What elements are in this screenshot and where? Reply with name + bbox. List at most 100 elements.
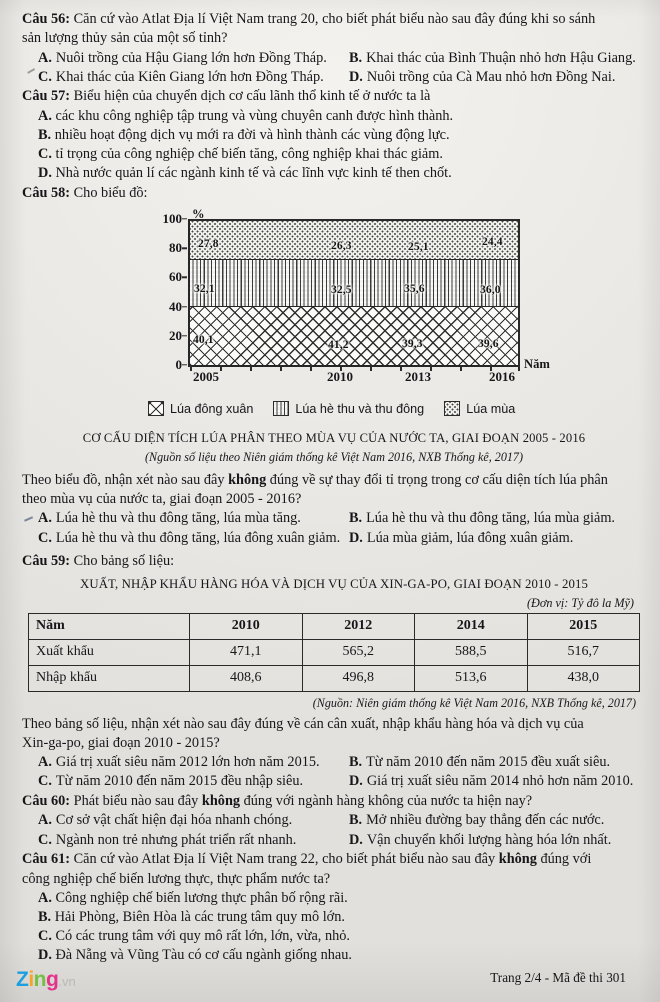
logo-letter-g: g: [46, 968, 59, 991]
stem-part-a: Phát biểu nào sau đây: [73, 792, 202, 809]
data-label-lua-mua-2016: 24,4: [482, 235, 503, 249]
x-tickmark: [220, 365, 222, 372]
question-61-option-c[interactable]: C. Có các trung tâm với quy mô rất lớn, …: [22, 927, 646, 946]
question-56-option-d[interactable]: D. Nuôi trồng của Cà Mau nhỏ hơn Đồng Na…: [349, 68, 646, 87]
logo-letter-z: Z: [16, 968, 29, 991]
x-tickmark: [400, 365, 402, 372]
question-58-option-c[interactable]: C. Lúa hè thu và thu đông tăng, lúa đông…: [22, 529, 349, 548]
question-59-option-a[interactable]: A. Giá trị xuất siêu năm 2012 lớn hơn nă…: [22, 753, 349, 772]
option-letter: D.: [38, 947, 52, 964]
question-56-option-a[interactable]: A. Nuôi trồng của Hậu Giang lớn hơn Đồng…: [22, 49, 349, 68]
question-56-option-b[interactable]: B. Khai thác của Bình Thuận nhỏ hơn Hậu …: [349, 49, 646, 68]
question-60-option-d[interactable]: D. Vận chuyển khối lượng hàng hóa lớn nh…: [349, 831, 646, 850]
question-57-option-a[interactable]: A. các khu công nghiệp tập trung và vùng…: [22, 107, 646, 126]
data-label-lua-dong-xuan-2005: 40,1: [193, 333, 214, 347]
data-label-lua-dong-xuan-2010: 41,2: [328, 338, 349, 352]
legend-item-lua-mua: Lúa mùa: [444, 401, 515, 417]
y-tick-60: 60: [169, 269, 182, 285]
logo-suffix: .vn: [58, 974, 76, 989]
table-unit: (Đơn vị: Tỷ đô la Mỹ): [526, 595, 634, 610]
option-letter: B.: [348, 49, 363, 66]
option-letter: B.: [38, 908, 52, 925]
question-56-number: Câu 56:: [22, 11, 71, 27]
question-56-stem: Câu 56: Căn cứ vào Atlat Địa lí Việt Nam…: [22, 10, 646, 29]
question-61-option-d[interactable]: D. Đà Nẵng và Vũng Tàu có cơ cấu ngành g…: [22, 946, 646, 965]
chart-right-border: [518, 219, 520, 366]
option-letter: A.: [38, 107, 52, 124]
table-row-label-xuat-khau: Xuất khẩu: [28, 638, 190, 666]
x-tickmark: [190, 365, 192, 372]
question-56-stem-line2: sản lượng thủy sản của một số tỉnh?: [22, 30, 228, 47]
table-title: XUẤT, NHẬP KHẨU HÀNG HÓA VÀ DỊCH VỤ CỦA …: [80, 576, 588, 591]
stem-part-b: đúng với: [536, 851, 592, 868]
table-source: (Nguồn: Niên giám thống kê Việt Nam 2016…: [312, 695, 636, 710]
question-59-options-row1: A. Giá trị xuất siêu năm 2012 lớn hơn nă…: [22, 753, 646, 772]
y-tickmark: [182, 218, 187, 220]
option-letter: A.: [38, 49, 52, 66]
table-cell-xuatkhau-2015: 516,7: [526, 638, 640, 666]
data-label-lua-he-thu-2010: 32,5: [331, 283, 352, 297]
question-57-option-c[interactable]: C. tỉ trọng của công nghiệp chế biến tăn…: [22, 145, 646, 164]
question-58-prompt-line2: theo mùa vụ của nước ta, giai đoạn 2005 …: [22, 491, 302, 508]
chart-top-border: [190, 219, 520, 221]
question-60-option-a[interactable]: A. Cơ sở vật chất hiện đại hóa nhanh chó…: [22, 811, 349, 830]
table-cell-xuatkhau-2010: 471,1: [189, 638, 303, 666]
table-cell-nhapkhau-2012: 496,8: [301, 664, 415, 692]
option-letter: B.: [348, 812, 363, 829]
option-letter: D.: [348, 529, 363, 546]
option-text: Giá trị xuất siêu năm 2014 nhỏ hơn năm 2…: [366, 773, 634, 790]
question-59-number: Câu 59:: [22, 553, 71, 570]
question-58-prompt-line1: Theo biểu đồ, nhận xét nào sau đây không…: [22, 471, 646, 490]
option-text: Lúa hè thu và thu đông tăng, lúa mùa tăn…: [55, 510, 301, 527]
option-text: Khai thác của Bình Thuận nhỏ hơn Hậu Gia…: [366, 49, 636, 66]
question-59-prompt-line1: Theo bảng số liệu, nhận xét nào sau đây …: [22, 715, 584, 732]
option-text: Đà Nẵng và Vũng Tàu có cơ cấu ngành giốn…: [55, 947, 352, 964]
question-59-option-d[interactable]: D. Giá trị xuất siêu năm 2014 nhỏ hơn nă…: [349, 772, 646, 791]
zing-logo[interactable]: Zing.vn: [16, 968, 76, 992]
question-61-number: Câu 61:: [22, 851, 71, 868]
question-58-option-d[interactable]: D. Lúa mùa giảm, lúa đông xuân giảm.: [349, 529, 646, 548]
stem-part-b: đúng với ngành hàng không của nước ta hi…: [240, 792, 533, 809]
prompt-part-a: Theo biểu đồ, nhận xét nào sau đây: [22, 472, 229, 489]
question-56-option-c[interactable]: C. Khai thác của Kiên Giang lớn hơn Đồng…: [22, 68, 349, 87]
option-text: Lúa hè thu và thu đông tăng, lúa đông xu…: [55, 529, 341, 546]
question-57-option-b[interactable]: B. nhiều hoạt động dịch vụ mới ra đời và…: [22, 126, 646, 145]
x-tickmark: [518, 365, 520, 372]
table-header-2010: 2010: [189, 612, 303, 640]
question-61-option-a[interactable]: A. Công nghiệp chế biến lương thực phân …: [22, 889, 646, 908]
option-letter: A.: [38, 510, 52, 527]
data-label-lua-mua-2010: 26,3: [331, 239, 352, 253]
option-letter: C.: [38, 146, 52, 163]
series-band-lua-dong-xuan-topline: [190, 305, 520, 308]
question-61-option-b[interactable]: B. Hải Phòng, Biên Hòa là các trung tâm …: [22, 908, 646, 927]
y-tick-100: 100: [162, 211, 183, 227]
question-56-options-row1: A. Nuôi trồng của Hậu Giang lớn hơn Đồng…: [22, 49, 646, 68]
prompt-negation: không: [228, 472, 267, 489]
y-tickmark: [182, 364, 187, 366]
option-letter: D.: [348, 69, 363, 86]
prompt-part-b: đúng về sự thay đổi tỉ trọng trong cơ cấ…: [266, 472, 608, 489]
question-57: Câu 57: Biểu hiện của chuyển dịch cơ cấu…: [22, 87, 646, 183]
option-letter: C.: [38, 69, 52, 86]
data-table: Năm 2010 2012 2014 2015 Xuất khẩu 471,1 …: [28, 612, 640, 692]
question-60-option-c[interactable]: C. Ngành non trẻ nhưng phát triển rất nh…: [22, 831, 349, 850]
table-cell-nhapkhau-2014: 513,6: [414, 664, 528, 692]
option-letter: A.: [38, 812, 52, 829]
question-60-option-b[interactable]: B. Mở nhiều đường bay thẳng đến các nước…: [349, 811, 646, 830]
question-59-option-b[interactable]: B. Từ năm 2010 đến năm 2015 đều xuất siê…: [349, 753, 646, 772]
stem-part-a: Căn cứ vào Atlat Địa lí Việt Nam trang 2…: [73, 851, 499, 868]
option-text: Có các trung tâm với quy mô rất lớn, lớn…: [55, 928, 350, 945]
question-57-stem-line1: Biểu hiện của chuyển dịch cơ cấu lãnh th…: [73, 88, 431, 105]
option-letter: D.: [38, 165, 52, 182]
y-tickmark: [182, 305, 187, 308]
y-tickmark: [182, 335, 187, 337]
question-58-option-b[interactable]: B. Lúa hè thu và thu đông tăng, lúa mùa …: [349, 509, 646, 528]
question-61: Câu 61: Căn cứ vào Atlat Địa lí Việt Nam…: [22, 850, 646, 965]
stem-negation: không: [201, 792, 241, 809]
question-58-option-a[interactable]: A. Lúa hè thu và thu đông tăng, lúa mùa …: [22, 509, 349, 528]
chart-plot-area: 27,8 26,3 25,1 24,4 32,1 32,5 35,6 36,0 …: [188, 219, 520, 372]
question-57-option-d[interactable]: D. Nhà nước quản lí các ngành kinh tế và…: [22, 164, 646, 183]
chart-figure: % 100 80 60 40 20 0: [22, 205, 646, 427]
question-59-option-c[interactable]: C. Từ năm 2010 đến năm 2015 đều nhập siê…: [22, 772, 349, 791]
